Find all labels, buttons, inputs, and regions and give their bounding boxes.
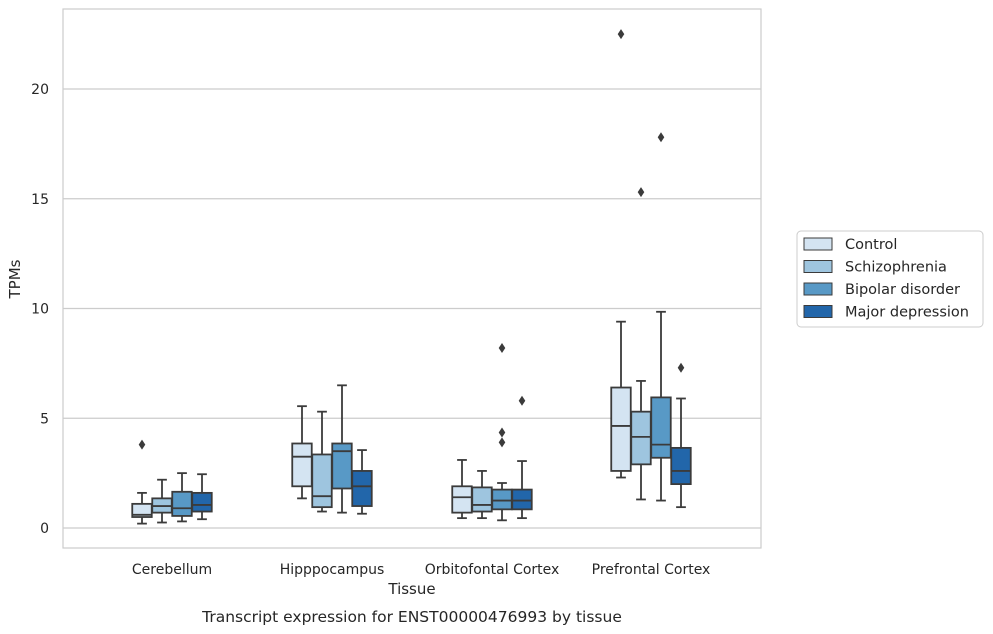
- box-iqr: [351, 470, 373, 507]
- legend-swatch: [803, 282, 833, 296]
- box-schizophrenia: [471, 470, 493, 520]
- outlier-point: [498, 343, 506, 354]
- outlier-point: [138, 439, 146, 450]
- plot-area-frame: [62, 8, 762, 549]
- box-iqr: [471, 486, 493, 513]
- legend-label: Bipolar disorder: [845, 282, 960, 298]
- y-tick-label-20: 20: [31, 82, 49, 98]
- box-iqr: [311, 453, 333, 509]
- box-iqr: [171, 490, 193, 517]
- box-bipolar-disorder: [171, 472, 193, 523]
- box-iqr: [650, 396, 672, 459]
- legend-label: Schizophrenia: [845, 260, 947, 276]
- box-bipolar-disorder: [331, 384, 353, 514]
- box-iqr: [331, 442, 353, 490]
- outlier-point: [498, 427, 506, 438]
- box-major-depression: [511, 395, 533, 520]
- outlier-point: [677, 362, 685, 373]
- grid-lines: [63, 88, 761, 529]
- box-iqr: [630, 410, 652, 466]
- box-iqr: [191, 491, 213, 513]
- y-tick-label-5: 5: [40, 411, 49, 427]
- outlier-point: [657, 132, 665, 143]
- box-control: [291, 405, 313, 500]
- box-schizophrenia: [311, 410, 333, 513]
- box-iqr: [511, 488, 533, 511]
- legend-swatch: [803, 260, 833, 273]
- legend: Control Schizophrenia Bipolar disorder Majo…: [796, 230, 984, 328]
- legend-swatch: [803, 237, 833, 251]
- x-tick-label: Cerebellum: [132, 562, 212, 578]
- box-bipolar-disorder: [491, 343, 513, 522]
- y-axis-label: TPMs: [6, 259, 24, 299]
- y-tick-label-0: 0: [40, 521, 49, 537]
- y-tick-label-15: 15: [31, 192, 49, 208]
- chart-caption: Transcript expression for ENST0000047699…: [201, 608, 622, 626]
- box-control: [610, 29, 632, 479]
- box-major-depression: [670, 362, 692, 509]
- x-tick-label: Prefrontal Cortex: [592, 562, 711, 578]
- box-major-depression: [191, 473, 213, 521]
- box-iqr: [451, 485, 473, 514]
- box-iqr: [491, 488, 513, 511]
- x-axis-label: Tissue: [387, 580, 435, 598]
- x-tick-label: Orbitofontal Cortex: [425, 562, 560, 578]
- box-iqr: [291, 442, 313, 488]
- outlier-point: [637, 187, 645, 198]
- outlier-point: [617, 29, 625, 40]
- legend-frame: [796, 230, 984, 328]
- legend-label: Major depression: [845, 305, 969, 321]
- boxes-layer: [131, 29, 692, 525]
- y-tick-labels: 0 5 10 15 20: [31, 82, 49, 537]
- box-major-depression: [351, 449, 373, 515]
- legend-label: Control: [845, 237, 897, 253]
- box-iqr: [610, 386, 632, 472]
- legend-swatch: [803, 305, 833, 318]
- x-tick-labels: Cerebellum Hipppocampus Orbitofontal Corte…: [132, 562, 710, 578]
- outlier-point: [498, 437, 506, 448]
- y-tick-label-10: 10: [31, 302, 49, 318]
- outlier-point: [518, 395, 526, 406]
- box-bipolar-disorder: [650, 132, 672, 502]
- box-iqr: [670, 446, 692, 486]
- box-schizophrenia: [151, 478, 173, 524]
- box-control: [451, 459, 473, 520]
- box-schizophrenia: [630, 187, 652, 501]
- x-tick-label: Hipppocampus: [280, 562, 385, 578]
- box-control: [131, 439, 153, 525]
